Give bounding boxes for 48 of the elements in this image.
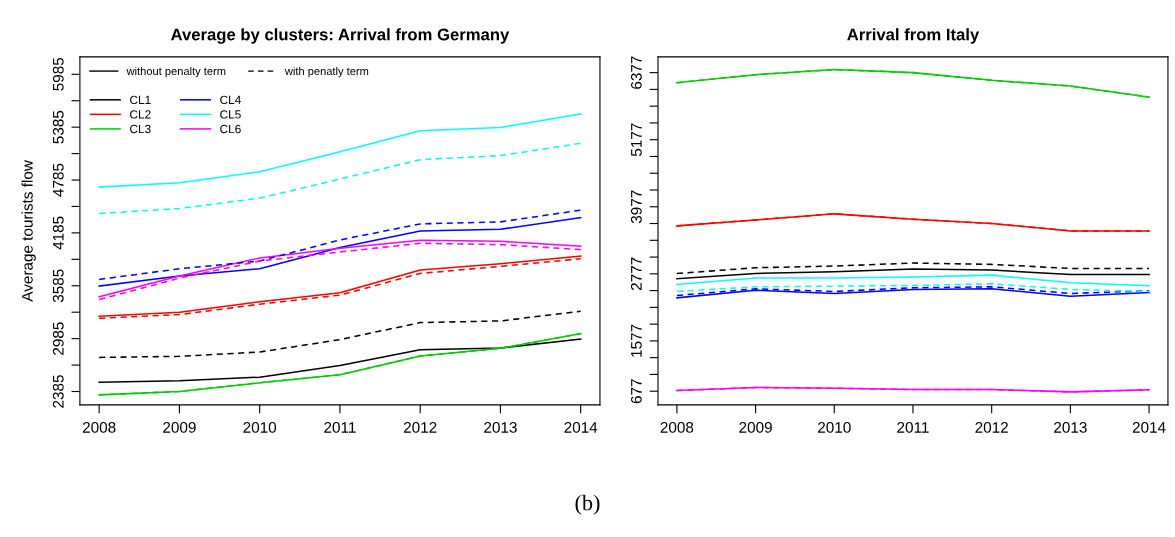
x-tick-label: 2014 — [564, 421, 598, 433]
y-tick-label: 677 — [630, 379, 642, 404]
x-tick-label: 2012 — [403, 421, 437, 433]
legend-label: CL1 — [130, 95, 151, 105]
annotation: without penalty term — [126, 66, 226, 78]
y-tick-label: 3585 — [52, 269, 64, 303]
chart-title: Average by clusters: Arrival from Germany — [171, 28, 510, 44]
annotation: with penatly term — [284, 66, 369, 78]
line-series — [676, 274, 1150, 287]
line-series — [98, 310, 582, 359]
y-tick-label: 4785 — [52, 163, 64, 197]
x-tick-label: 2013 — [1054, 421, 1087, 433]
y-tick-label: 3977 — [630, 190, 642, 224]
y-tick-label: 4185 — [52, 216, 64, 250]
y-tick-label: 2985 — [52, 322, 64, 355]
x-tick-label: 2010 — [818, 421, 851, 433]
x-tick-label: 2009 — [739, 421, 772, 433]
x-tick-label: 2008 — [660, 421, 694, 433]
y-tick-label: 5177 — [631, 123, 642, 157]
y-tick-label: 1577 — [631, 324, 642, 357]
x-tick-label: 2014 — [1132, 421, 1166, 433]
y-tick-label: 2385 — [52, 375, 64, 408]
line-series — [676, 262, 1150, 275]
legend-label: CL6 — [220, 124, 241, 134]
chart-title: Arrival from Italy — [847, 28, 980, 44]
legend-label: CL2 — [130, 110, 151, 119]
legend-label: CL5 — [220, 110, 241, 119]
x-tick-label: 2012 — [975, 421, 1008, 433]
y-tick-label: 2777 — [630, 257, 642, 291]
line-series — [676, 283, 1150, 293]
text: (b) — [575, 494, 600, 515]
x-tick-label: 2011 — [897, 421, 929, 433]
line-series — [98, 142, 582, 215]
x-tick-label: 2009 — [163, 421, 196, 433]
x-tick-label: 2011 — [324, 421, 356, 433]
y-tick-label: 5385 — [52, 110, 64, 144]
line-series — [98, 216, 582, 287]
line-series — [676, 268, 1150, 280]
x-tick-label: 2013 — [484, 421, 517, 433]
y-tick-label: 5985 — [52, 57, 64, 91]
legend-label: CL4 — [220, 95, 241, 105]
legend-label: CL3 — [130, 124, 151, 134]
line-series — [98, 338, 582, 383]
x-tick-label: 2008 — [82, 421, 116, 433]
y-tick-label: 6377 — [630, 56, 642, 89]
line-series — [98, 209, 582, 281]
x-tick-label: 2010 — [243, 421, 277, 433]
y-axis-title: Average tourists flow — [21, 160, 36, 302]
